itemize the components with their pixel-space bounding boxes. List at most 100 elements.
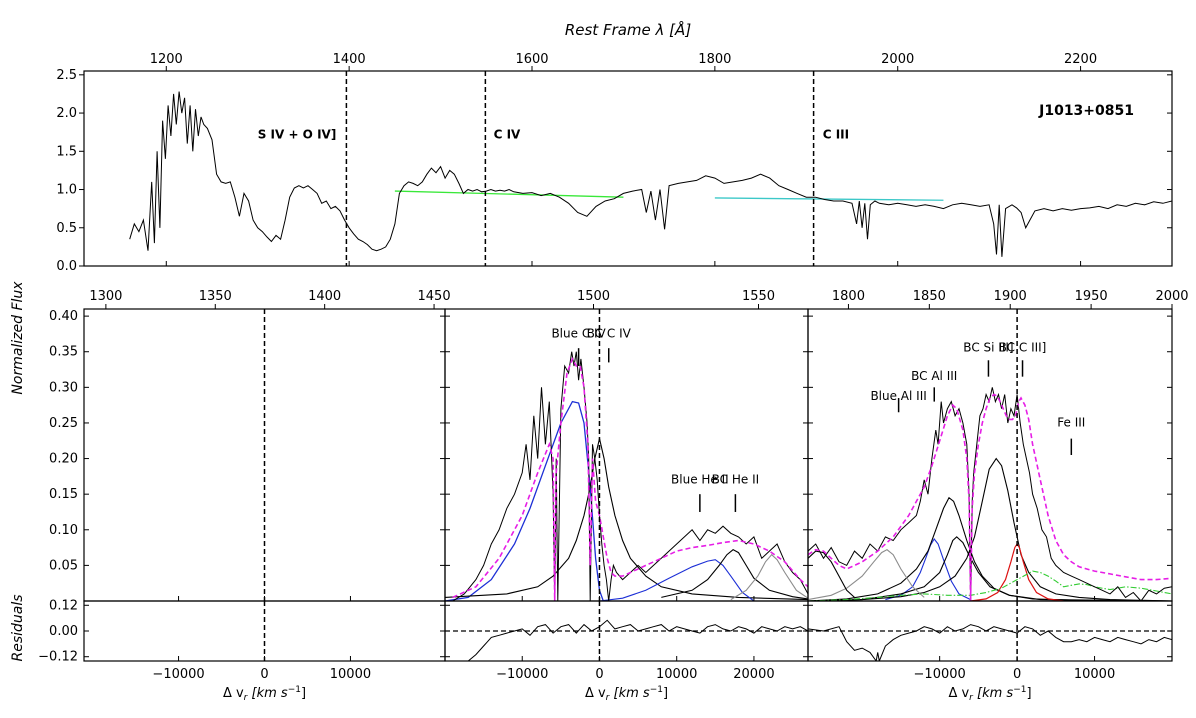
ciii-panel-line-label-3: BC Al III <box>911 369 957 383</box>
siv-panel-velocity-tick-label: −10000 <box>152 667 204 682</box>
overview-top-tick-label: 1400 <box>333 52 366 67</box>
overview-panel: S IV + O IV] C IV C III J1013+0851 1200 1400 1… <box>56 52 1173 274</box>
flux-y-tick-label: 0.25 <box>49 416 78 431</box>
flux-y-tick-label: 0.20 <box>49 452 78 467</box>
flux-y-tick-label: 0.05 <box>49 558 78 573</box>
velocity-label-part: Δ v <box>223 686 244 701</box>
top-x-axis-label: Rest Frame λ [Å] <box>565 20 691 39</box>
velocity-label-part: r <box>244 693 249 703</box>
civ-panel-wavelength-tick-label: 1500 <box>577 289 610 304</box>
overview-y-tick-label: 2.5 <box>56 68 77 83</box>
ciii-panel-line-label-2: BC C III] <box>999 341 1047 355</box>
ciii-panel-second-bc <box>808 536 1172 601</box>
velocity-label-part: −1 <box>650 685 663 695</box>
overview-y-tick-label: 0.0 <box>56 259 77 274</box>
ciii-panel-bc-si-iii <box>808 457 1172 601</box>
civ-panel-velocity-tick-label: 10000 <box>656 667 697 682</box>
velocity-label-part: −1 <box>1013 685 1026 695</box>
siv-panel-wavelength-tick-label: 1350 <box>199 289 232 304</box>
ciii-panel-blue-al-iii <box>885 538 971 601</box>
velocity-label-part: r <box>969 693 974 703</box>
siv-panel-velocity-tick-label: 0 <box>260 667 268 682</box>
civ-panel-blue-he-ii <box>599 559 755 601</box>
y-axis-label: Normalized Flux <box>10 281 26 395</box>
resid-y-tick-label: 0.00 <box>49 624 78 639</box>
overview-spectrum <box>129 91 1172 257</box>
overview-y-tick-label: 1.5 <box>56 144 77 159</box>
resid-y-tick-label: 0.12 <box>49 598 78 613</box>
ciii-panel-velocity-tick-label: 10000 <box>1074 667 1115 682</box>
ciii-panel-bc-al-iii <box>808 496 1172 601</box>
civ-panel-line-label-2: BC C IV <box>587 326 632 340</box>
overview-frame <box>83 70 1173 267</box>
velocity-label-part: ] <box>663 686 668 701</box>
ciii-panel: BC Si III]BC C III] BC Al III Blue Al III F… <box>807 289 1189 703</box>
region-label-2: C IV <box>494 127 521 141</box>
civ-panel-velocity-axis-label: Δ vr [km s−1] <box>585 685 668 703</box>
siv-panel-wavelength-tick-label: 1300 <box>89 289 122 304</box>
velocity-label-part: r <box>606 693 611 703</box>
ciii-panel-wavelength-tick-label: 1800 <box>832 289 865 304</box>
overview-top-tick-label: 1800 <box>698 52 731 67</box>
ciii-panel-velocity-tick-label: 0 <box>1013 667 1021 682</box>
ciii-panel-observed-spectrum <box>808 387 1172 601</box>
region-label-1: S IV + O IV] <box>258 127 337 141</box>
ciii-panel-gray-component <box>808 549 925 601</box>
civ-panel-frame <box>444 308 809 602</box>
civ-panel-wavelength-tick-label: 1550 <box>742 289 775 304</box>
overview-y-tick-label: 2.0 <box>56 106 77 121</box>
velocity-label-part: Δ v <box>948 686 969 701</box>
civ-panel-observed-spectrum <box>452 351 808 601</box>
ciii-panel-velocity-tick-label: −10000 <box>914 667 966 682</box>
object-name-label: J1013+0851 <box>1038 103 1134 119</box>
region-label-3: C III <box>823 127 849 141</box>
overview-top-tick-label: 2000 <box>881 52 914 67</box>
resid-y-tick-label: −0.12 <box>38 650 78 665</box>
siv-panel-velocity-axis-label: Δ vr [km s−1] <box>223 685 306 703</box>
siv-panel-wavelength-tick-label: 1450 <box>418 289 451 304</box>
velocity-label-part: ] <box>301 686 306 701</box>
ciii-panel-wavelength-tick-label: 1850 <box>913 289 946 304</box>
velocity-label-part: Δ v <box>585 686 606 701</box>
flux-y-tick-label: 0.15 <box>49 487 78 502</box>
siv-panel: 1300 1350 1400 1450 −10000 0 10000 0.05 0.10 0.15… <box>38 289 450 703</box>
civ-panel-velocity-tick-label: −10000 <box>496 667 548 682</box>
siv-panel-wavelength-tick-label: 1400 <box>308 289 341 304</box>
civ-panel-velocity-tick-label: 20000 <box>733 667 774 682</box>
ciii-panel-total-model <box>808 393 1172 601</box>
siv-panel-velocity-tick-label: 10000 <box>330 667 371 682</box>
civ-panel-line-label-3: Blue He II <box>671 472 729 486</box>
residuals-axis-label: Residuals <box>10 594 26 661</box>
velocity-label-part: [km s <box>977 686 1013 701</box>
flux-y-tick-label: 0.10 <box>49 523 78 538</box>
overview-top-tick-label: 2200 <box>1064 52 1097 67</box>
flux-y-tick-label: 0.40 <box>49 309 78 324</box>
ciii-panel-velocity-axis-label: Δ vr [km s−1] <box>948 685 1031 703</box>
ciii-panel-line-label-4: Blue Al III <box>870 389 926 403</box>
civ-panel-gray-component <box>730 553 808 601</box>
ciii-panel-resid-frame <box>807 600 1173 662</box>
civ-panel-line-label-4: BC He II <box>712 472 760 486</box>
velocity-label-part: ] <box>1026 686 1031 701</box>
velocity-label-part: [km s <box>252 686 288 701</box>
overview-top-tick-label: 1600 <box>515 52 548 67</box>
figure-labels: Rest Frame λ [Å] Normalized Flux Residua… <box>10 20 691 662</box>
civ-panel-bc-he-ii <box>661 549 808 600</box>
civ-panel-line-label-1: Blue C IV <box>551 326 606 340</box>
ciii-panel-left-black <box>808 550 855 598</box>
flux-y-tick-label: 0.30 <box>49 380 78 395</box>
velocity-label-part: [km s <box>614 686 650 701</box>
ciii-panel-fe-iii-template <box>808 570 1172 601</box>
overview-y-tick-label: 0.5 <box>56 221 77 236</box>
civ-panel-total-model <box>452 356 808 601</box>
velocity-label-part: −1 <box>288 685 301 695</box>
civ-panel-velocity-tick-label: 0 <box>595 667 603 682</box>
ciii-panel-wavelength-tick-label: 2000 <box>1155 289 1188 304</box>
ciii-panel-line-label-5: Fe III <box>1057 416 1085 430</box>
ciii-panel-wavelength-tick-label: 1950 <box>1075 289 1108 304</box>
overview-top-tick-label: 1200 <box>150 52 183 67</box>
ciii-panel-residuals <box>808 624 1172 661</box>
